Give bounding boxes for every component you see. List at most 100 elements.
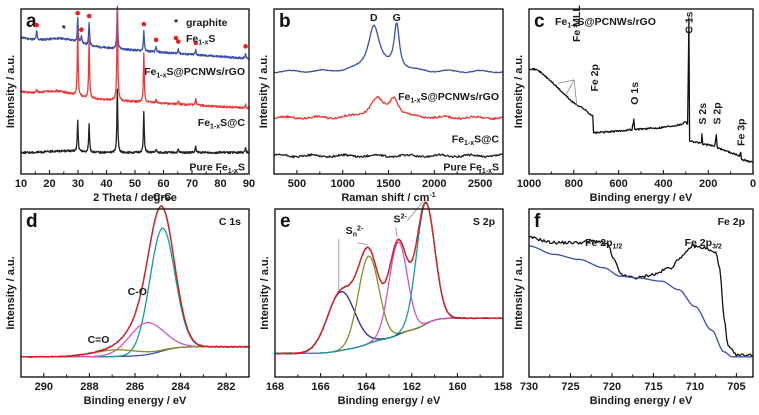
panel-title: Fe 2p: [718, 216, 745, 228]
x-tick-label: 168: [266, 381, 284, 393]
peak-label-G: G: [393, 12, 401, 24]
series-label-part: 1-x: [156, 73, 166, 80]
series-label-part: 1-x: [464, 140, 474, 147]
panel-f: 730 725 720 715 710 705 Binding energy / eV Int…: [513, 208, 754, 407]
series-label-part: Pure Fe: [443, 162, 482, 174]
plot-frame: [528, 208, 754, 378]
x-tick-label: 710: [686, 381, 704, 393]
series-line: [273, 22, 504, 74]
series-label-part: Fe: [144, 66, 156, 78]
x-tick-label: 90: [243, 178, 255, 190]
x-tick-label: 162: [403, 381, 421, 393]
label-c-eq-o: C=O: [88, 334, 110, 346]
y-axis-label: Intensity / a.u.: [513, 55, 525, 128]
x-axis-label-part: Raman shift / cm: [341, 192, 429, 204]
peak-label-fe-2p-1-2-part: Fe 2p: [585, 237, 612, 249]
peak-label: O 1s: [629, 82, 641, 105]
y-axis-label: Intensity / a.u.: [5, 256, 17, 329]
x-tick-label: 282: [217, 381, 235, 393]
leader-line: [406, 201, 424, 222]
legend-fe1xs-marker: [173, 35, 179, 41]
survey-line: [528, 17, 754, 163]
component-sn2-165-1-: [274, 290, 504, 355]
x-axis-label: Raman shift / cm-1: [341, 192, 435, 204]
x-tick-label: 600: [609, 178, 627, 190]
panel-c: 1000 800 600 400 200 0 Binding energy / eV Inte…: [513, 5, 756, 204]
peak-label-fe-2p-3-2-part: 3/2: [712, 244, 722, 251]
panel-title: Fe1-xS@PCNWs/rGO: [555, 16, 656, 30]
series-label-part: Fe: [398, 91, 410, 103]
label-c-o: C-O: [128, 286, 147, 298]
series-label: Fe1-xS@PCNWs/rGO: [144, 66, 245, 80]
label-s2--part: 2-: [401, 213, 408, 220]
label-s2-: S2-: [394, 213, 408, 225]
plot-frame: [528, 8, 754, 175]
series-label-part: 1-x: [210, 124, 220, 131]
y-axis-label: Intensity / a.u.: [259, 256, 271, 329]
peak-label-fe-2p-1-2-part: 1/2: [613, 244, 623, 251]
x-tick-label: 60: [157, 178, 169, 190]
data-line: [528, 235, 754, 358]
panel-title-part: Fe: [555, 16, 567, 28]
x-tick-label: 1500: [376, 178, 400, 190]
peak-label-fe-2p-1-2: Fe 2p1/2: [585, 237, 622, 251]
x-tick-label: 20: [43, 178, 55, 190]
x-tick-label: 500: [288, 178, 306, 190]
x-tick-label: 166: [311, 381, 329, 393]
x-axis-label: Binding energy / eV: [84, 395, 187, 407]
legend-fe1xs-label: Fe1-xS: [186, 33, 215, 47]
x-tick-label: 200: [699, 178, 717, 190]
series-line: [273, 95, 504, 121]
x-tick-label: 284: [171, 381, 190, 393]
series-label-part: Fe: [198, 117, 210, 129]
x-tick-label: 158: [494, 381, 512, 393]
y-axis-label: Intensity / a.u.: [5, 55, 17, 128]
fe1xs-marker: [79, 27, 84, 32]
component-s2-162-6-: [274, 241, 504, 355]
label-sn2--part: 2-: [357, 226, 364, 233]
fe1xs-marker: [193, 40, 199, 46]
leader-line: [558, 79, 575, 84]
fe1xs-marker: [86, 13, 92, 19]
peak-label: S 2p: [711, 102, 723, 124]
background-line: [274, 317, 504, 355]
series-label-part: S: [238, 162, 245, 174]
x-tick-label: 725: [561, 381, 579, 393]
x-tick-label: 50: [129, 178, 141, 190]
fe1xs-marker: [34, 22, 39, 28]
panel-d: 290 288 286 284 282 Binding energy / eV Intens…: [5, 191, 250, 407]
x-tick-label: 2500: [468, 178, 492, 190]
panel-b: 500 1000 1500 2000 2500 Raman shift / cm-1 Int…: [258, 8, 504, 204]
leader-line: [573, 79, 578, 107]
y-axis-label: Intensity / a.u.: [513, 256, 525, 329]
legend-graphite-label: graphite: [186, 17, 228, 29]
component-c-o: [20, 321, 250, 358]
peak-label: S 2s: [697, 103, 709, 125]
background-line: [20, 346, 250, 358]
x-axis-label-part: -1: [429, 192, 435, 199]
panel-letter: e: [280, 211, 291, 232]
series-label: Fe1-xS@C: [198, 117, 246, 130]
x-tick-label: 1000: [517, 178, 541, 190]
series-label-part: S@PCNWs/rGO: [421, 91, 500, 103]
x-tick-label: 286: [126, 381, 144, 393]
panel-letter: a: [26, 11, 37, 32]
panel-title-part: S@PCNWs/rGO: [577, 16, 656, 28]
legend: * graphite Fe1-xS: [173, 17, 228, 47]
panel-letter: b: [279, 11, 291, 32]
series-label-part: 1-x: [482, 168, 492, 175]
peak-label-D: D: [370, 12, 378, 24]
legend-fe1xs-label-part: S: [208, 33, 215, 45]
series-label-part: Pure Fe: [189, 162, 228, 174]
y-axis-label: Intensity / a.u.: [258, 55, 270, 128]
legend-fe1xs-label-part: 1-x: [198, 40, 208, 47]
x-tick-label: 800: [565, 178, 583, 190]
plot-frame: [20, 208, 250, 378]
fe1xs-marker: [243, 44, 248, 49]
peak-label-fe-2p-3-2-part: Fe 2p: [685, 237, 712, 249]
fe1xs-marker: [153, 37, 159, 43]
series-line: [20, 5, 250, 60]
peak-label: Fe MLL: [571, 5, 583, 42]
legend-graphite-marker: *: [174, 17, 179, 29]
panel-title: C 1s: [219, 216, 241, 228]
